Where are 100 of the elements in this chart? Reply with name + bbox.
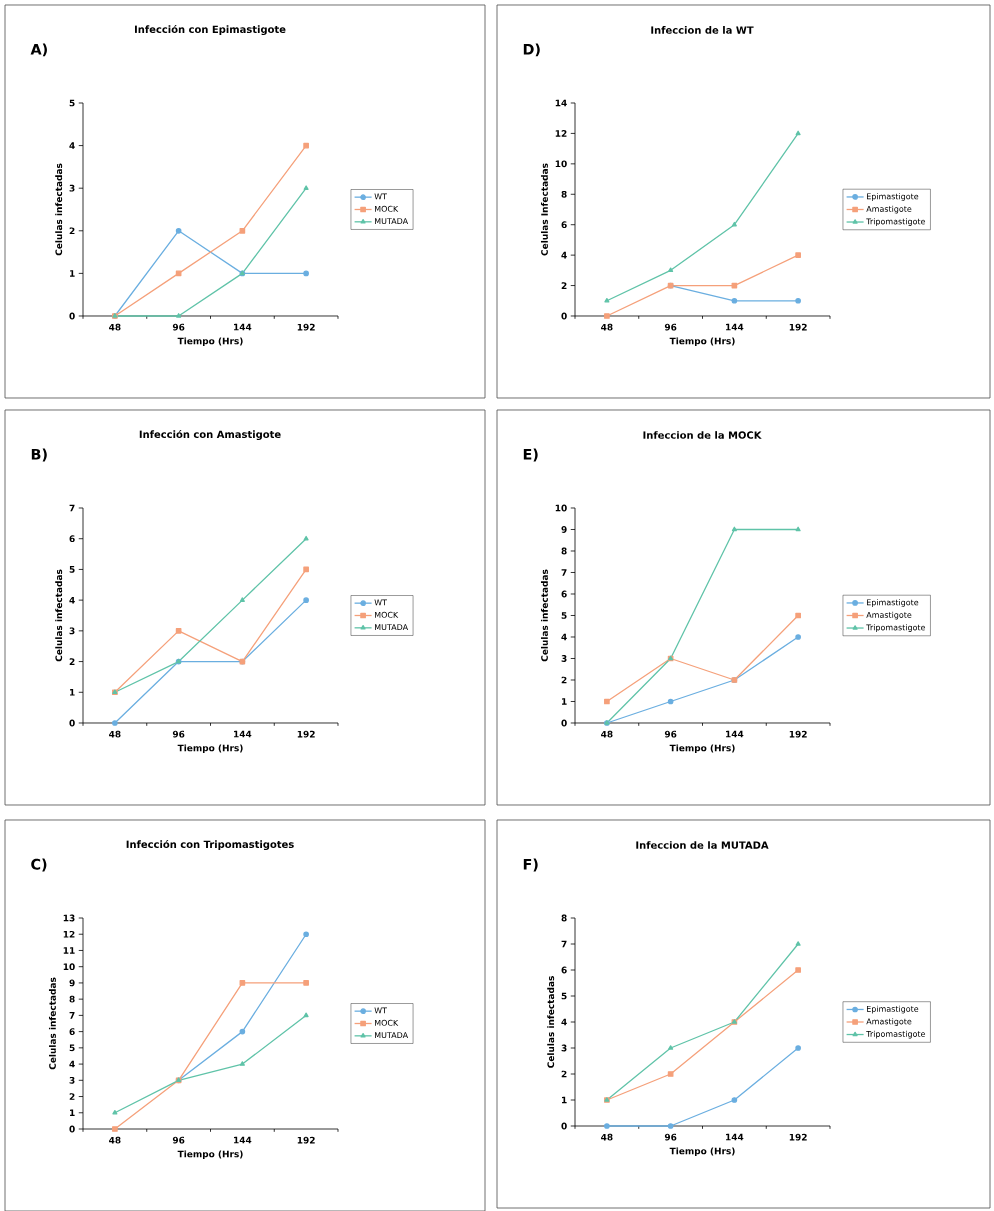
chart-title: Infección con Tripomastigotes xyxy=(126,839,294,851)
y-tick-label: 2 xyxy=(561,676,567,684)
chart-title: Infeccion de la MUTADA xyxy=(636,841,769,849)
y-tick-label: 5 xyxy=(69,566,75,573)
x-tick-label: 48 xyxy=(109,1136,121,1144)
y-tick-label: 10 xyxy=(555,504,567,512)
x-tick-label: 192 xyxy=(789,323,807,331)
x-tick-label: 144 xyxy=(234,730,252,738)
x-tick-label: 144 xyxy=(726,323,744,331)
x-tick-label: 48 xyxy=(109,730,121,738)
x-axis-title: Tiempo (Hrs) xyxy=(669,337,735,347)
x-tick-label: 192 xyxy=(297,1136,315,1144)
y-tick-label: 14 xyxy=(555,99,567,107)
y-tick-label: 1 xyxy=(70,270,75,277)
y-tick-label: 3 xyxy=(561,1044,567,1052)
y-axis-title: Celulas infectadas xyxy=(547,976,555,1068)
y-tick-label: 1 xyxy=(562,1096,567,1104)
x-tick-label: 48 xyxy=(601,730,613,738)
y-tick-label: 8 xyxy=(561,914,567,922)
x-tick-label: 96 xyxy=(172,323,185,331)
y-tick-label: 12 xyxy=(63,930,75,938)
x-tick-label: 144 xyxy=(234,1136,252,1144)
y-tick-label: 0 xyxy=(561,312,567,320)
y-tick-label: 7 xyxy=(69,504,75,512)
y-tick-label: 0 xyxy=(69,1125,75,1133)
y-tick-label: 10 xyxy=(63,963,75,971)
x-tick-label: 48 xyxy=(109,323,121,331)
chart-title: Infección con Amastigote xyxy=(139,429,281,441)
y-tick-label: 9 xyxy=(561,526,567,533)
y-axis-title: Celulas infectadas xyxy=(55,163,63,256)
y-tick-label: 3 xyxy=(69,184,75,192)
y-axis-title: Celulas Infectadas xyxy=(540,163,548,256)
x-tick-label: 96 xyxy=(172,730,185,738)
y-tick-label: 6 xyxy=(561,221,567,229)
x-tick-label: 96 xyxy=(172,1136,185,1144)
y-tick-label: 5 xyxy=(561,992,567,1000)
x-tick-label: 96 xyxy=(664,1133,677,1141)
text: C) xyxy=(31,858,47,872)
y-tick-label: 11 xyxy=(63,947,75,954)
y-tick-label: 2 xyxy=(561,1070,567,1078)
y-tick-label: 7 xyxy=(561,569,567,576)
x-tick-label: 48 xyxy=(601,1133,613,1141)
y-tick-label: 8 xyxy=(69,995,75,1003)
x-axis-title: Tiempo (Hrs) xyxy=(669,744,735,754)
y-tick-label: 0 xyxy=(69,312,75,320)
y-tick-label: 6 xyxy=(561,966,567,974)
x-tick-label: 192 xyxy=(297,730,315,738)
y-tick-label: 3 xyxy=(69,1076,75,1084)
x-axis-title: Tiempo (Hrs) xyxy=(669,1147,735,1157)
y-tick-label: 5 xyxy=(561,612,567,619)
y-tick-label: 1 xyxy=(70,689,75,696)
y-tick-label: 0 xyxy=(69,719,75,727)
text: B) xyxy=(31,448,47,462)
y-tick-label: 2 xyxy=(69,658,75,665)
text: F) xyxy=(523,858,538,872)
y-tick-label: 12 xyxy=(555,130,567,137)
y-tick-label: 7 xyxy=(69,1012,75,1019)
y-tick-label: 8 xyxy=(561,547,567,555)
y-tick-label: 4 xyxy=(69,142,75,149)
text: A) xyxy=(30,43,47,57)
y-tick-label: 4 xyxy=(561,1018,567,1026)
y-tick-label: 4 xyxy=(561,251,567,259)
y-tick-label: 0 xyxy=(561,719,567,727)
y-axis-title: Celulas infectadas xyxy=(55,569,63,662)
text: E) xyxy=(523,448,538,462)
y-tick-label: 9 xyxy=(69,979,75,987)
y-tick-label: 2 xyxy=(561,282,567,289)
x-tick-label: 144 xyxy=(234,323,252,331)
y-tick-label: 4 xyxy=(69,596,75,604)
x-tick-label: 192 xyxy=(789,1133,807,1141)
y-tick-label: 2 xyxy=(69,227,75,235)
y-tick-label: 4 xyxy=(69,1060,75,1068)
x-axis-title: Tiempo (Hrs) xyxy=(177,744,243,754)
chart-title: Infección con Epimastigote xyxy=(134,24,286,36)
chart-title: Infeccion de la WT xyxy=(651,26,754,34)
y-tick-label: 0 xyxy=(561,1122,567,1130)
x-axis-title: Tiempo (Hrs) xyxy=(177,1150,243,1160)
x-tick-label: 192 xyxy=(789,730,807,738)
y-axis-title: Celulas infectadas xyxy=(540,569,548,662)
y-tick-label: 6 xyxy=(561,590,567,598)
text: D) xyxy=(523,43,540,57)
chart-title: Infeccion de la MOCK xyxy=(643,431,762,439)
x-tick-label: 144 xyxy=(726,1133,744,1141)
x-axis-title: Tiempo (Hrs) xyxy=(177,337,243,347)
y-axis-title: Celulas infectadas xyxy=(48,977,56,1070)
x-tick-label: 96 xyxy=(664,323,677,331)
y-tick-label: 1 xyxy=(562,698,567,705)
y-tick-label: 6 xyxy=(69,1028,75,1035)
y-tick-label: 4 xyxy=(561,633,567,641)
x-tick-label: 48 xyxy=(601,323,613,331)
y-tick-label: 1 xyxy=(70,1109,75,1117)
y-tick-label: 2 xyxy=(69,1093,75,1100)
y-tick-label: 3 xyxy=(69,627,75,635)
y-tick-label: 7 xyxy=(561,940,567,948)
x-tick-label: 192 xyxy=(297,323,315,331)
y-tick-label: 8 xyxy=(561,190,567,198)
y-tick-label: 5 xyxy=(69,1044,75,1052)
y-tick-label: 13 xyxy=(63,914,75,922)
y-tick-label: 10 xyxy=(555,160,567,168)
y-tick-label: 5 xyxy=(69,99,75,107)
